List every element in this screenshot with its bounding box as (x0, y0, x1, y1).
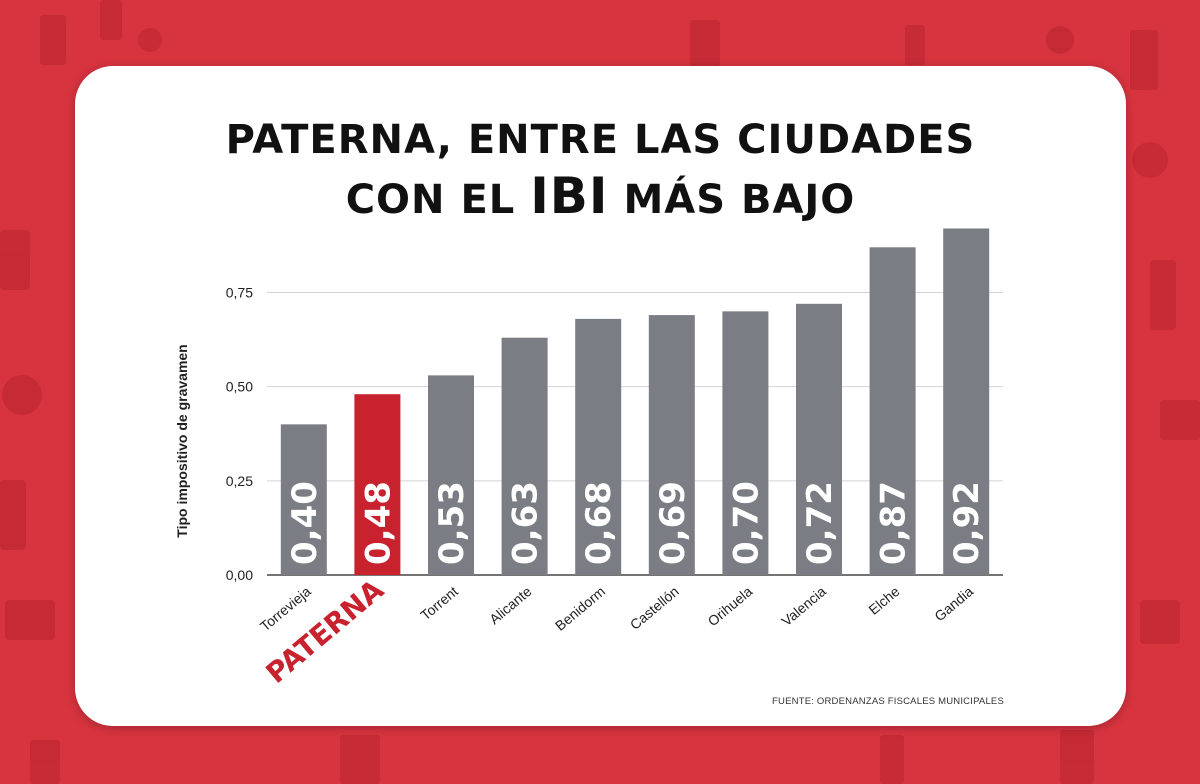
x-tick-label: Alicante (486, 583, 535, 627)
source-note: FUENTE: ORDENANZAS FISCALES MUNICIPALES (772, 696, 1004, 707)
bar-value-label: 0,40 (285, 481, 325, 565)
bar (501, 337, 548, 575)
bar (280, 424, 327, 575)
bar (575, 318, 622, 575)
bar-value-label: 0,69 (653, 481, 693, 565)
x-tick-label: Gandia (931, 583, 976, 624)
y-tick-label: 0,50 (226, 379, 253, 395)
title-line-1: PATERNA, ENTRE LAS CIUDADES (225, 117, 976, 163)
x-tick-label: Benidorm (552, 583, 608, 634)
chart-title: PATERNA, ENTRE LAS CIUDADES CON EL IBI M… (75, 112, 1126, 228)
bar-value-label: 0,68 (579, 481, 619, 565)
bar (428, 375, 474, 575)
bar (354, 394, 401, 575)
title-line-2-suffix: MÁS BAJO (623, 177, 856, 223)
bar-chart: 0,00 0,25 0,50 0,75 Tipo impositivo de grava… (174, 228, 1003, 690)
y-tick-label: 0,00 (226, 567, 253, 583)
bar (722, 311, 769, 575)
bar (869, 247, 916, 576)
bar-value-label: 0,87 (874, 481, 914, 565)
x-tick-label: PATERNA (260, 573, 391, 690)
y-axis-title: Tipo impositivo de gravamen (174, 344, 190, 537)
x-tick-label: Orihuela (705, 583, 756, 629)
bar-value-label: 0,63 (506, 481, 546, 565)
bar-value-label: 0,53 (432, 481, 472, 565)
x-tick-label: Elche (865, 583, 902, 618)
x-tick-label: Valencia (778, 583, 829, 629)
y-tick-label: 0,25 (226, 473, 253, 489)
title-line-2-prefix: CON EL (345, 177, 516, 223)
bar (648, 315, 695, 575)
bar-value-label: 0,48 (358, 481, 398, 565)
bar-value-label: 0,70 (726, 481, 766, 565)
bar-value-label: 0,72 (800, 481, 840, 565)
bar (796, 303, 842, 575)
bar-value-label: 0,92 (947, 481, 987, 565)
bar (943, 228, 990, 575)
x-tick-label: Torrent (417, 583, 461, 623)
x-tick-label: Castellón (627, 583, 682, 633)
title-line-2-highlight: IBI (530, 167, 609, 225)
chart-card: PATERNA, ENTRE LAS CIUDADES CON EL IBI M… (75, 66, 1126, 726)
y-tick-label: 0,75 (226, 285, 253, 301)
